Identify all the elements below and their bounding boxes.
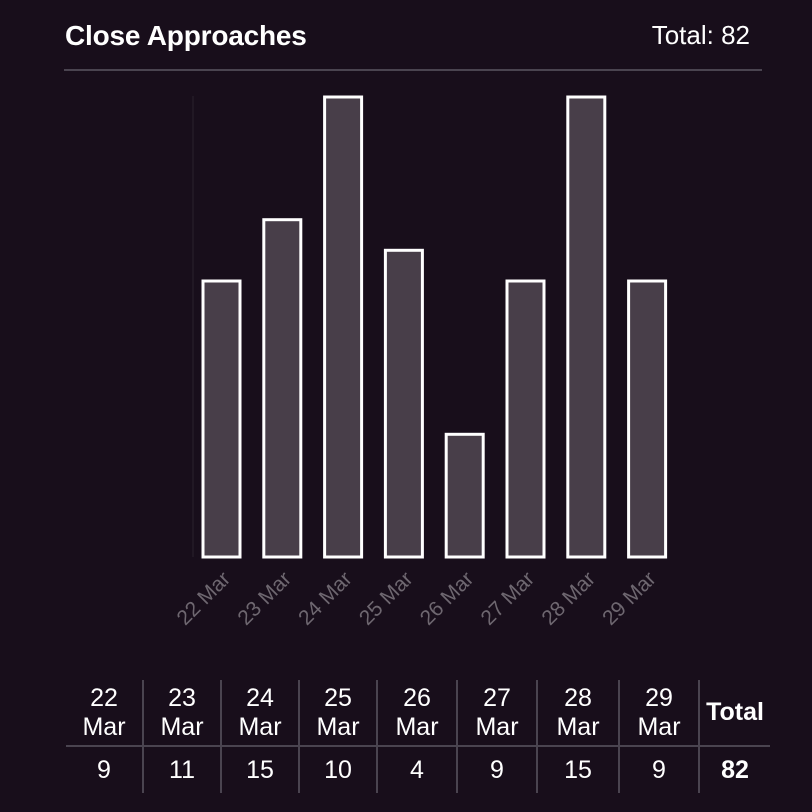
x-tick-label: 28 Mar: [537, 567, 599, 629]
x-tick-label: 25 Mar: [355, 567, 417, 629]
date-label: 23 Mar: [160, 683, 204, 741]
table-date-header: 26 Mar: [377, 680, 458, 747]
table-count-cell: 4: [377, 746, 458, 793]
table-value-row: 9 11 15 10 4 9 15 9 82: [66, 746, 770, 793]
bar-25-mar: [383, 248, 424, 559]
table-total-value: 82: [721, 755, 749, 784]
date-label: 28 Mar: [556, 683, 600, 741]
date-label: 29 Mar: [637, 683, 681, 741]
bar-29-mar: [627, 279, 668, 559]
bar-26-mar: [444, 432, 485, 559]
total-count: Total: 82: [651, 20, 750, 50]
table-date-header: 22 Mar: [66, 680, 144, 747]
header-divider: [64, 69, 762, 71]
table-date-header: 29 Mar: [619, 680, 700, 747]
table-header-row: 22 Mar 23 Mar 24 Mar 25 Mar 26 Mar 27 Mar 28 Mar 29 Mar…: [66, 680, 770, 747]
table-count-cell: 15: [537, 746, 620, 793]
date-label: 22 Mar: [82, 683, 126, 741]
x-tick-label: 29 Mar: [598, 567, 660, 629]
table-count-cell: 9: [457, 746, 538, 793]
table-count-cell: 9: [619, 746, 700, 793]
bar-24-mar: [323, 95, 364, 559]
x-tick-label: 26 Mar: [416, 567, 478, 629]
table-date-header: 27 Mar: [457, 680, 538, 747]
x-tick-label: 23 Mar: [233, 567, 295, 629]
table-count-cell: 10: [299, 746, 378, 793]
table-date-header: 28 Mar: [537, 680, 620, 747]
bar-22-mar: [201, 279, 242, 559]
table-count-cell: 9: [66, 746, 144, 793]
table-date-header: 25 Mar: [299, 680, 378, 747]
data-table: 22 Mar 23 Mar 24 Mar 25 Mar 26 Mar 27 Mar 28 Mar 29 Mar…: [66, 680, 770, 793]
date-label: 26 Mar: [395, 683, 439, 741]
date-label: 27 Mar: [475, 683, 519, 741]
x-tick-label: 24 Mar: [294, 567, 356, 629]
table-total-header: Total: [699, 680, 770, 747]
table-date-header: 23 Mar: [143, 680, 222, 747]
table-date-header: 24 Mar: [221, 680, 300, 747]
bar-27-mar: [505, 279, 546, 559]
table-count-cell: 15: [221, 746, 300, 793]
date-label: 25 Mar: [316, 683, 360, 741]
bar-28-mar: [566, 95, 607, 559]
date-label: 24 Mar: [238, 683, 282, 741]
bars-group: [201, 95, 668, 559]
table-count-cell: 11: [143, 746, 222, 793]
chart-title: Close Approaches: [65, 20, 307, 51]
chart-header: Close Approaches Total: 82: [65, 18, 750, 58]
x-tick-label: 22 Mar: [173, 567, 235, 629]
bar-23-mar: [262, 218, 303, 559]
x-tick-label: 27 Mar: [477, 567, 539, 629]
